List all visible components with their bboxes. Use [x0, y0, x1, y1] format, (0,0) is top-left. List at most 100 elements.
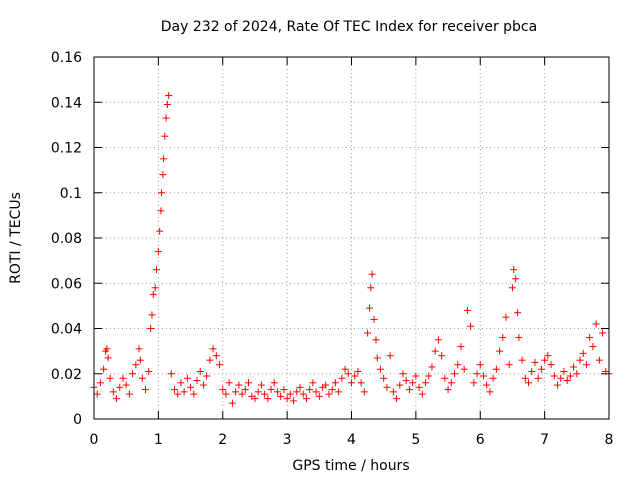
data-point	[505, 361, 513, 369]
data-point	[125, 390, 133, 398]
data-point	[225, 379, 233, 387]
data-point	[328, 386, 336, 394]
data-point	[100, 365, 108, 373]
data-point	[315, 392, 323, 400]
y-tick-label: 0.08	[51, 231, 82, 247]
grid-lines	[94, 57, 609, 419]
data-point	[479, 372, 487, 380]
data-point	[447, 379, 455, 387]
data-point	[232, 388, 240, 396]
data-point	[290, 397, 298, 405]
data-point	[460, 365, 468, 373]
data-point	[463, 306, 471, 314]
data-point	[283, 395, 291, 403]
data-point	[165, 91, 173, 99]
x-tick-label: 7	[540, 432, 549, 448]
data-point	[132, 361, 140, 369]
data-point	[280, 386, 288, 394]
data-point	[428, 363, 436, 371]
data-point	[531, 358, 539, 366]
x-tick-label: 2	[218, 432, 227, 448]
data-point	[573, 370, 581, 378]
data-point	[438, 352, 446, 360]
data-point	[222, 390, 230, 398]
x-tick-label: 1	[154, 432, 163, 448]
data-point	[582, 361, 590, 369]
data-point	[348, 379, 355, 387]
data-point	[457, 343, 465, 351]
data-point	[367, 284, 375, 292]
data-point	[154, 248, 162, 256]
data-point	[393, 395, 401, 403]
data-point	[422, 379, 430, 387]
data-point	[309, 379, 317, 387]
data-point	[302, 395, 310, 403]
data-point	[335, 388, 343, 396]
data-point	[174, 390, 182, 398]
data-point	[147, 325, 155, 332]
data-point	[380, 374, 388, 382]
data-point	[592, 320, 600, 328]
data-point	[366, 304, 374, 312]
data-point	[261, 390, 269, 398]
data-point	[293, 388, 301, 396]
data-point	[306, 386, 314, 394]
x-tick-label: 4	[347, 432, 356, 448]
x-tick-labels: 0 1 2 3 4 5 6 7 8	[90, 432, 614, 448]
data-point	[254, 388, 262, 396]
data-point	[235, 381, 243, 389]
data-point	[277, 392, 285, 400]
data-point	[162, 114, 170, 122]
data-point	[180, 388, 188, 396]
chart-title: Day 232 of 2024, Rate Of TEC Index for r…	[161, 19, 537, 35]
data-point	[273, 388, 281, 396]
data-point	[510, 266, 518, 274]
data-point	[434, 336, 442, 344]
x-tick-label: 8	[605, 432, 614, 448]
data-point	[156, 227, 164, 235]
data-point	[148, 311, 156, 319]
data-point	[190, 390, 198, 398]
data-point	[399, 370, 407, 378]
data-point	[589, 343, 597, 351]
data-point	[354, 367, 362, 375]
data-point	[537, 365, 545, 373]
data-point	[106, 374, 114, 382]
data-point	[241, 386, 249, 394]
data-point	[135, 345, 143, 353]
data-point	[159, 171, 167, 179]
data-point	[534, 374, 542, 382]
y-tick-label: 0.12	[51, 141, 82, 157]
data-point	[376, 365, 384, 373]
data-point	[425, 372, 433, 380]
y-tick-label: 0.04	[51, 322, 82, 338]
data-point	[525, 379, 533, 387]
data-point	[547, 361, 555, 369]
data-point	[167, 370, 175, 378]
data-point	[245, 379, 252, 387]
data-point	[521, 374, 529, 382]
y-tick-label: 0.02	[51, 367, 82, 383]
plot-frame	[93, 56, 610, 420]
data-point	[209, 345, 217, 353]
data-point	[183, 374, 191, 382]
data-point	[563, 377, 571, 385]
data-point	[193, 377, 201, 385]
data-point	[467, 322, 475, 330]
data-point	[515, 334, 523, 342]
y-axis-label: ROTI / TECUs	[8, 192, 24, 284]
data-point	[322, 381, 330, 389]
data-point	[257, 381, 265, 389]
data-point	[544, 352, 552, 360]
data-point	[136, 356, 144, 364]
y-tick-label: 0	[73, 412, 82, 428]
data-point	[570, 363, 578, 371]
data-point	[599, 329, 607, 337]
data-point	[415, 383, 423, 391]
data-point	[373, 354, 381, 362]
data-point	[473, 370, 481, 378]
data-point	[560, 367, 568, 375]
data-point	[476, 361, 484, 369]
data-point	[187, 383, 195, 391]
